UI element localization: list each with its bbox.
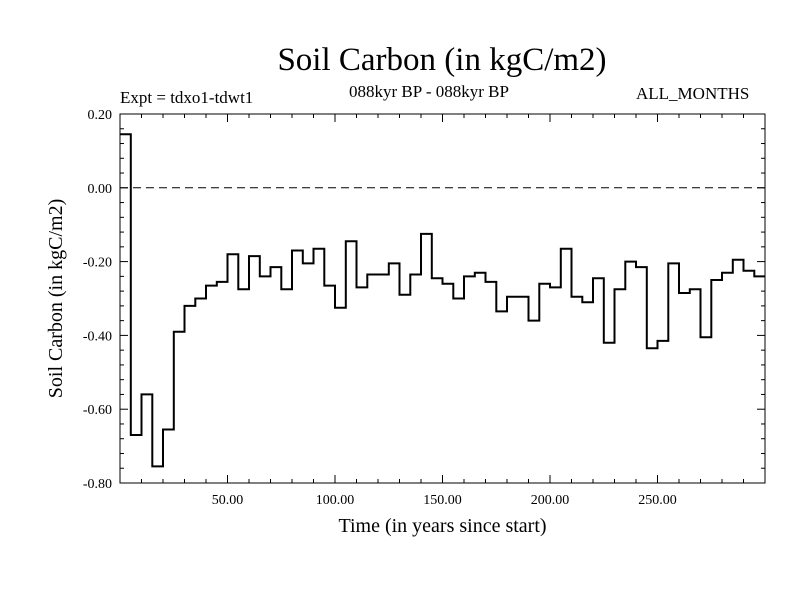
- x-tick-label: 50.00: [212, 493, 244, 508]
- experiment-label: Expt = tdxo1-tdwt1: [120, 88, 254, 107]
- x-tick-label: 100.00: [316, 493, 355, 508]
- y-tick-label: -0.60: [83, 403, 112, 418]
- y-tick-label: 0.00: [88, 182, 113, 197]
- x-axis-label: Time (in years since start): [338, 515, 546, 537]
- y-tick-label: -0.80: [83, 477, 112, 492]
- tick-labels: 50.00 100.00 150.00 200.00 250.00 0.20 0.00 -0.…: [83, 108, 677, 508]
- x-tick-label: 250.00: [638, 493, 677, 508]
- series-step-line: [120, 133, 765, 468]
- chart-title: Soil Carbon (in kgC/m2): [277, 42, 607, 78]
- period-label: 088kyr BP - 088kyr BP: [349, 82, 509, 101]
- x-tick-label: 150.00: [423, 493, 462, 508]
- months-label: ALL_MONTHS: [636, 84, 750, 103]
- y-tick-label: -0.20: [83, 256, 112, 271]
- axis-ticks: [120, 114, 765, 483]
- y-tick-label: -0.40: [83, 329, 112, 344]
- plot-frame: [119, 113, 766, 484]
- y-axis-label: Soil Carbon (in kgC/m2): [45, 199, 67, 398]
- x-tick-label: 200.00: [531, 493, 570, 508]
- y-tick-label: 0.20: [88, 108, 113, 123]
